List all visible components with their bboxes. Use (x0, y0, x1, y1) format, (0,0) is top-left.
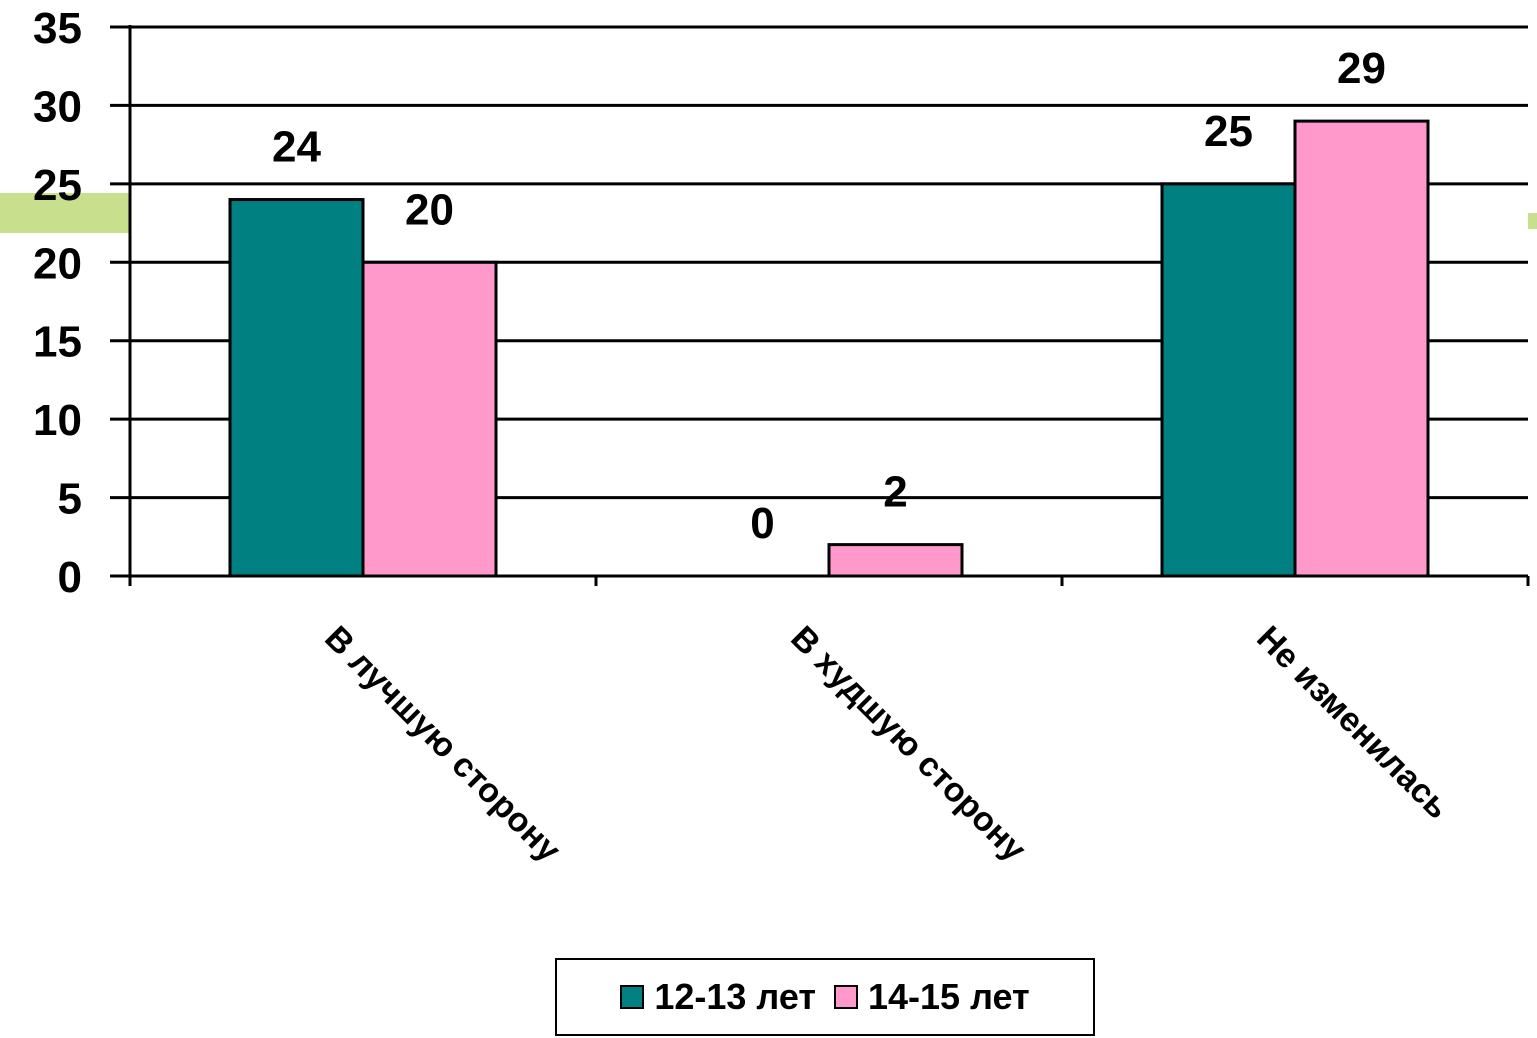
bar (361, 260, 498, 578)
y-tick-label: 10 (33, 396, 82, 445)
y-tick-label: 15 (33, 318, 82, 367)
legend: 12-13 лет 14-15 лет (555, 958, 1095, 1036)
legend-label-series-1: 12-13 лет (654, 976, 816, 1017)
data-label: 20 (405, 185, 454, 234)
legend-item-series-2: 14-15 лет (834, 976, 1030, 1018)
decorative-green-band-right (1528, 213, 1537, 229)
category-label: Не изменилась (1249, 619, 1457, 827)
y-tick-label: 30 (33, 82, 82, 131)
y-tick-label: 25 (33, 161, 82, 210)
legend-label-series-2: 14-15 лет (868, 976, 1030, 1017)
data-labels: 24 20 0 2 25 29 (272, 44, 1386, 548)
bar (228, 198, 365, 578)
category-labels: В лучшую сторону В худшую сторону Не измен… (317, 619, 1457, 870)
y-tick-label: 5 (58, 475, 82, 524)
y-tick-label: 0 (58, 553, 82, 602)
category-label: В лучшую сторону (317, 619, 568, 870)
axes (110, 25, 1530, 586)
decorative-green-band-left (0, 193, 130, 233)
bar (1293, 119, 1430, 578)
y-tick-label: 35 (33, 4, 82, 53)
bar (1160, 182, 1297, 578)
bar (827, 543, 964, 578)
category-label: В худшую сторону (783, 619, 1033, 869)
legend-item-series-1: 12-13 лет (620, 976, 816, 1018)
data-label: 24 (272, 123, 321, 172)
bar-chart: 0 5 10 15 20 25 30 35 24 20 0 2 25 29 В лучшую сторо… (0, 4, 1537, 870)
data-label: 2 (883, 468, 907, 517)
legend-swatch-series-1 (620, 985, 645, 1009)
data-label: 29 (1337, 44, 1386, 93)
y-tick-label: 20 (33, 239, 82, 288)
y-tick-labels: 0 5 10 15 20 25 30 35 (33, 4, 82, 602)
data-label: 0 (750, 499, 774, 548)
data-label: 25 (1204, 107, 1253, 156)
legend-swatch-series-2 (834, 985, 858, 1009)
